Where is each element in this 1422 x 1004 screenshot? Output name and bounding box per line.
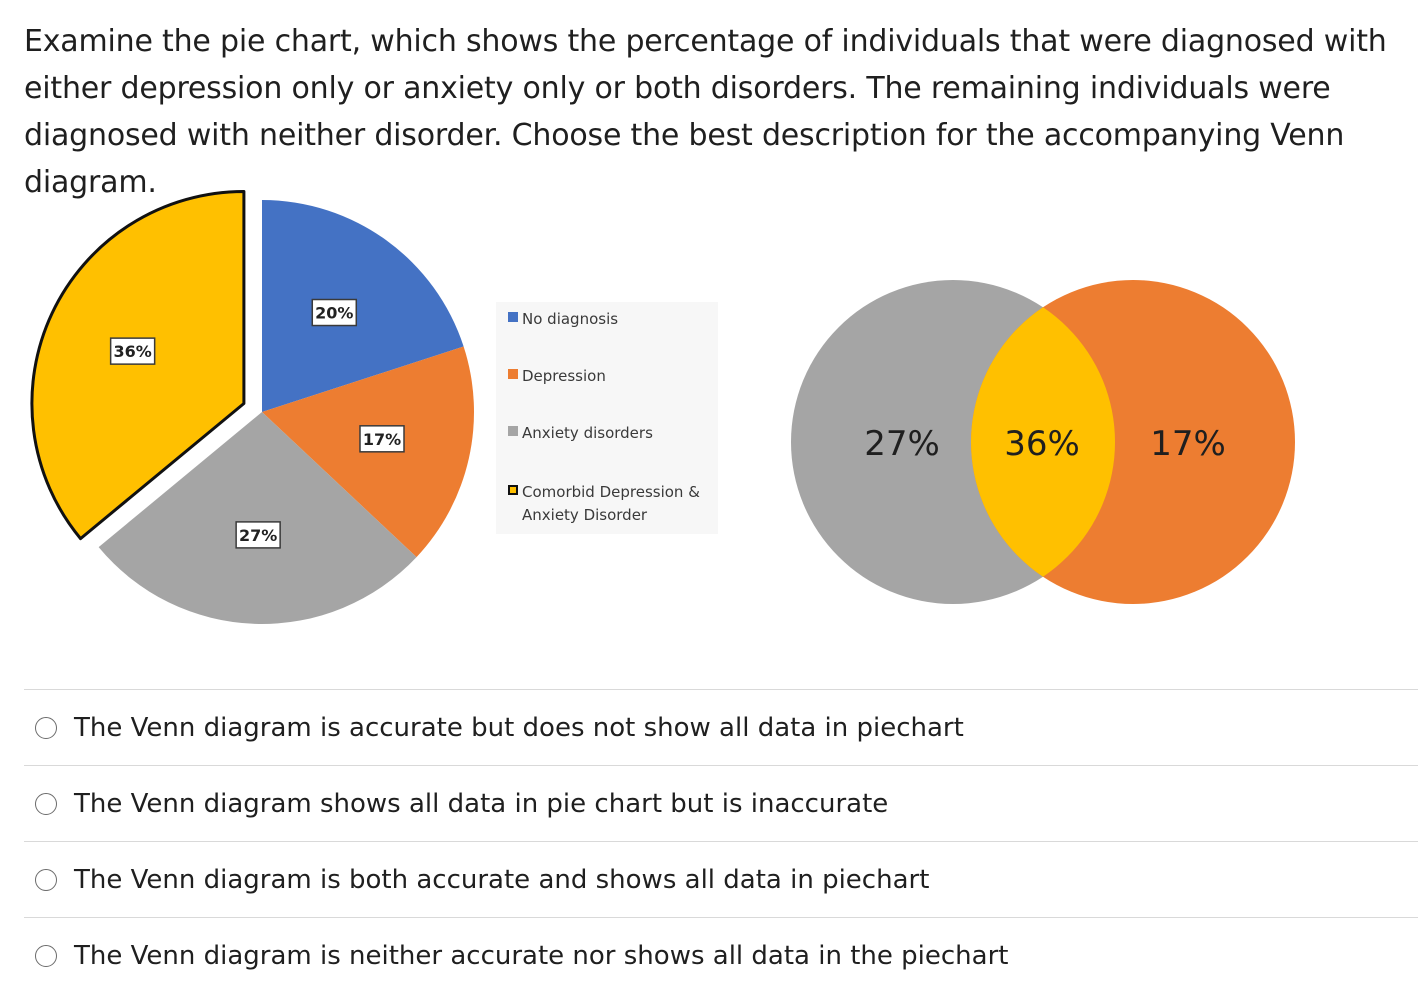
venn-overlap-label: 36% bbox=[1004, 424, 1080, 464]
venn-right-label: 17% bbox=[1150, 424, 1226, 464]
pie-legend: No diagnosis Depression Anxiety disorder… bbox=[496, 302, 718, 534]
legend-item-depression: Depression bbox=[508, 365, 722, 388]
pie-data-label: 20% bbox=[311, 298, 358, 327]
pie-data-label-text: 36% bbox=[113, 342, 151, 361]
legend-swatch bbox=[508, 485, 518, 495]
legend-label: Depression bbox=[522, 367, 606, 385]
legend-item-no-diagnosis: No diagnosis bbox=[508, 308, 722, 331]
legend-item-comorbid: Comorbid Depression & Anxiety Disorder bbox=[508, 481, 718, 527]
radio-button[interactable] bbox=[35, 868, 57, 891]
venn-diagram: 27% 36% 17% bbox=[780, 270, 1310, 610]
pie-chart-svg: 20% 17% 27% 36% bbox=[30, 189, 475, 624]
legend-label: No diagnosis bbox=[522, 310, 619, 328]
pie-slice bbox=[262, 200, 464, 412]
answer-option-label[interactable]: The Venn diagram is both accurate and sh… bbox=[74, 864, 930, 895]
pie-data-label: 17% bbox=[359, 425, 405, 453]
pie-slice bbox=[98, 412, 417, 624]
pie-slice bbox=[30, 189, 246, 541]
answer-option-label[interactable]: The Venn diagram is neither accurate nor… bbox=[74, 940, 1009, 971]
answer-option-label[interactable]: The Venn diagram shows all data in pie c… bbox=[74, 788, 889, 819]
legend-label: Anxiety disorders bbox=[522, 424, 653, 442]
legend-swatch bbox=[508, 426, 518, 436]
answer-option[interactable]: The Venn diagram is both accurate and sh… bbox=[24, 841, 1418, 917]
figure: 20% 17% 27% 36% No diagnosis Depression Anx… bbox=[0, 180, 1422, 660]
venn-svg: 27% 36% 17% bbox=[791, 280, 1295, 604]
legend-label: Comorbid Depression & Anxiety Disorder bbox=[522, 483, 700, 524]
pie-data-label: 36% bbox=[109, 337, 156, 365]
answer-options: The Venn diagram is accurate but does no… bbox=[24, 689, 1418, 993]
pie-data-label-text: 17% bbox=[363, 430, 401, 449]
answer-option[interactable]: The Venn diagram is accurate but does no… bbox=[24, 689, 1418, 765]
answer-option-label[interactable]: The Venn diagram is accurate but does no… bbox=[74, 712, 964, 743]
legend-item-anxiety: Anxiety disorders bbox=[508, 422, 722, 445]
answer-option[interactable]: The Venn diagram shows all data in pie c… bbox=[24, 765, 1418, 841]
pie-chart: 20% 17% 27% 36% bbox=[22, 180, 492, 650]
question-text: Examine the pie chart, which shows the p… bbox=[24, 24, 1387, 200]
radio-button[interactable] bbox=[35, 716, 57, 739]
pie-data-label: 27% bbox=[235, 521, 281, 549]
legend-swatch bbox=[508, 312, 518, 322]
radio-button[interactable] bbox=[35, 944, 57, 967]
venn-overlap bbox=[971, 280, 1115, 604]
legend-swatch bbox=[508, 369, 518, 379]
pie-data-label-text: 27% bbox=[239, 526, 277, 545]
venn-left-label: 27% bbox=[864, 424, 940, 464]
answer-option[interactable]: The Venn diagram is neither accurate nor… bbox=[24, 917, 1418, 993]
radio-button[interactable] bbox=[35, 792, 57, 815]
pie-data-label-text: 20% bbox=[315, 304, 353, 323]
